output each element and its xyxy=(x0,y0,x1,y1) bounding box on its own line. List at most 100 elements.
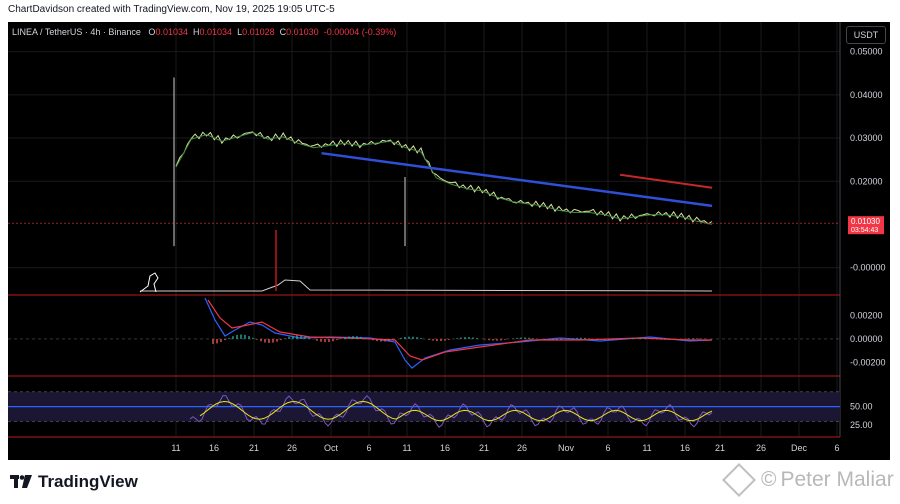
time-tick-label: 6 xyxy=(605,443,610,453)
macd-histogram-bar xyxy=(408,336,410,339)
rsi-ma-line xyxy=(199,400,713,422)
currency-button[interactable]: USDT xyxy=(846,26,886,44)
macd-line xyxy=(204,297,713,369)
watermark-text: Peter Maliar xyxy=(780,468,894,491)
macd-histogram-bar xyxy=(528,337,530,339)
macd-histogram-bar xyxy=(252,337,254,339)
macd-histogram-bar xyxy=(532,338,534,339)
macd-histogram-bar xyxy=(288,336,290,339)
macd-histogram-bar xyxy=(284,338,286,339)
macd-histogram-bar xyxy=(444,338,446,341)
blue-trendline xyxy=(321,151,713,208)
macd-histogram-bar xyxy=(468,337,470,339)
chart-credit: ChartDavidson created with TradingView.c… xyxy=(8,4,335,15)
macd-histogram-bar xyxy=(456,338,458,339)
high-value: 0.01034 xyxy=(199,27,233,37)
time-axis[interactable]: 11 16 21 26 Oct 6 11 16 21 26 Nov 6 11 16 21 26 Dec 6 xyxy=(171,443,839,453)
macd-histogram-bar xyxy=(600,338,602,340)
signal-line xyxy=(207,299,712,361)
macd-histogram-bar xyxy=(392,338,394,340)
price-tick-label: 0.04000 xyxy=(850,90,883,100)
rsi-panel[interactable] xyxy=(8,391,840,428)
macd-histogram-bar xyxy=(644,338,646,339)
macd-histogram-bar xyxy=(220,338,222,343)
macd-histogram-bar xyxy=(512,338,514,339)
symbol-legend: LINEA / TetherUS · 4h · Binance O0.01034… xyxy=(12,27,396,37)
macd-histogram-bar xyxy=(256,338,258,340)
macd-histogram-bar xyxy=(420,337,422,339)
time-tick-label: 6 xyxy=(366,443,371,453)
macd-histogram-bar xyxy=(460,337,462,339)
macd-histogram-bar xyxy=(428,338,430,340)
macd-histogram-bar xyxy=(380,338,382,342)
macd-panel[interactable] xyxy=(8,297,840,369)
macd-histogram-bar xyxy=(300,335,302,339)
macd-histogram-bar xyxy=(692,338,694,339)
macd-histogram-bar xyxy=(336,338,338,341)
macd-histogram-bar xyxy=(332,338,334,342)
macd-histogram-bar xyxy=(364,337,366,339)
macd-histogram-bar xyxy=(636,337,638,339)
macd-histogram-bar xyxy=(632,338,634,339)
price-line xyxy=(175,131,713,225)
macd-histogram-bar xyxy=(264,338,266,343)
time-tick-label: 21 xyxy=(479,443,489,453)
time-tick-label: Oct xyxy=(324,443,339,453)
macd-histogram-bar xyxy=(476,338,478,339)
macd-histogram-bar xyxy=(584,337,586,339)
macd-histogram-bar xyxy=(412,336,414,339)
macd-histogram-bar xyxy=(416,337,418,339)
macd-histogram-bar xyxy=(472,337,474,339)
macd-histogram-bar xyxy=(216,338,218,344)
macd-histogram-bar xyxy=(236,334,238,339)
macd-histogram-bar xyxy=(492,338,494,341)
macd-histogram-bar xyxy=(308,337,310,339)
macd-histogram-bar xyxy=(248,336,250,339)
macd-histogram-bar xyxy=(292,335,294,339)
macd-tick-label: 0.00200 xyxy=(850,310,883,320)
macd-histogram-bar xyxy=(272,338,274,343)
price-tick-label: 0.03000 xyxy=(850,133,883,143)
macd-histogram-bar xyxy=(700,338,702,339)
brand-name: TradingView xyxy=(38,472,138,491)
macd-histogram-bar xyxy=(496,338,498,341)
low-label: L xyxy=(237,27,243,37)
macd-histogram-bar xyxy=(448,338,450,340)
macd-histogram-bar xyxy=(224,338,226,341)
time-tick-label: 11 xyxy=(402,443,411,453)
macd-histogram-bar xyxy=(344,337,346,339)
open-value: 0.01034 xyxy=(155,27,188,37)
macd-histogram-bar xyxy=(524,337,526,339)
macd-histogram-bar xyxy=(432,338,434,341)
time-tick-label: Nov xyxy=(558,443,575,453)
time-tick-label: Dec xyxy=(791,443,808,453)
macd-histogram-bar xyxy=(576,337,578,339)
current-price-value: 0.01030 xyxy=(851,217,880,226)
price-tick-label: -0.00000 xyxy=(850,263,886,273)
price-axis[interactable]: 0.05000 0.04000 0.03000 0.02000 -0.00000 0.00… xyxy=(850,47,886,431)
macd-histogram-bar xyxy=(572,338,574,339)
volume-ma-line xyxy=(140,279,713,292)
macd-histogram-bar xyxy=(464,337,466,339)
macd-histogram-bar xyxy=(608,338,610,341)
price-tick-label: 0.02000 xyxy=(850,176,883,186)
open-label: O xyxy=(148,27,156,37)
macd-histogram-bar xyxy=(260,338,262,342)
macd-tick-label: 0.00000 xyxy=(850,334,883,344)
time-tick-label: 26 xyxy=(756,443,766,453)
tradingview-logo-icon xyxy=(10,475,32,488)
low-value: 0.01028 xyxy=(242,27,275,37)
time-tick-label: 11 xyxy=(171,443,180,453)
price-panel[interactable] xyxy=(8,77,840,293)
close-value: 0.01030 xyxy=(286,27,319,37)
macd-histogram-bar xyxy=(296,335,298,339)
tradingview-brand[interactable]: TradingView xyxy=(10,472,138,492)
macd-histogram-bar xyxy=(352,336,354,339)
time-tick-label: 16 xyxy=(209,443,219,453)
macd-histogram-bar xyxy=(484,338,486,340)
macd-histogram-bar xyxy=(580,337,582,339)
time-tick-label: 16 xyxy=(440,443,450,453)
price-tick-label: 0.05000 xyxy=(850,47,883,57)
